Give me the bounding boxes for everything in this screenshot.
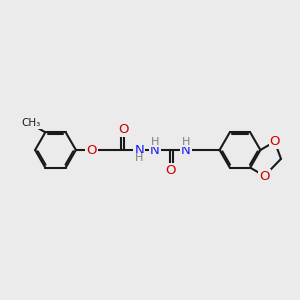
Text: O: O <box>118 123 129 136</box>
Text: O: O <box>86 143 97 157</box>
Text: H: H <box>135 153 143 164</box>
Text: H: H <box>151 136 159 147</box>
Text: O: O <box>165 164 175 177</box>
Text: N: N <box>150 143 160 157</box>
Text: N: N <box>181 143 191 157</box>
Text: CH₃: CH₃ <box>22 118 41 128</box>
Text: N: N <box>134 143 144 157</box>
Text: O: O <box>259 170 270 183</box>
Text: H: H <box>182 136 190 147</box>
Text: O: O <box>269 135 280 148</box>
